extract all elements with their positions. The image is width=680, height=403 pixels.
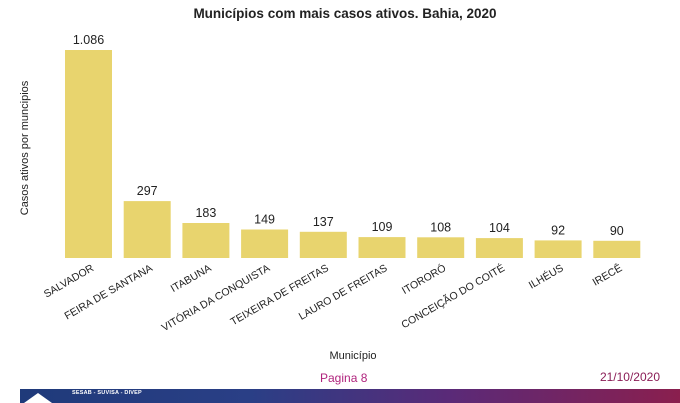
x-tick-itabuna: ITABUNA — [169, 262, 214, 295]
y-axis-label: Casos ativos por muncipios — [19, 80, 31, 215]
value-label-lauro-de-freitas: 109 — [372, 220, 393, 234]
value-label-vitoria-da-conquista: 149 — [254, 213, 275, 227]
x-axis-label: Município — [329, 350, 376, 362]
bar-salvador — [65, 50, 112, 258]
value-label-teixeira-de-freitas: 137 — [313, 215, 334, 229]
bar-conceicao-do-coite — [475, 238, 523, 258]
bar-teixeira-de-freitas — [299, 231, 347, 258]
x-tick-ilheus: ILHÉUS — [526, 261, 565, 291]
bar-ilheus — [534, 240, 582, 258]
report-date: 21/10/2020 — [599, 370, 660, 384]
bar-chart: Municípios com mais casos ativos. Bahia,… — [19, 6, 641, 362]
value-label-irece: 90 — [610, 224, 624, 238]
bar-feira-de-santana — [123, 201, 171, 258]
bar-irece — [593, 240, 641, 258]
bar-vitoria-da-conquista — [241, 229, 289, 258]
value-label-itabuna: 183 — [195, 206, 216, 220]
x-tick-conceicao-do-coite: CONCEIÇÃO DO COITÉ — [399, 261, 507, 331]
x-tick-teixeira-de-freitas: TEIXEIRA DE FREITAS — [228, 262, 330, 328]
value-label-salvador: 1.086 — [73, 33, 104, 47]
x-tick-irece: IRECÊ — [590, 261, 624, 288]
bar-lauro-de-freitas — [358, 237, 406, 258]
value-label-itororo: 108 — [430, 220, 451, 234]
chart-title: Municípios com mais casos ativos. Bahia,… — [193, 6, 496, 21]
x-tick-vitoria-da-conquista: VITÓRIA DA CONQUISTA — [159, 261, 272, 334]
value-label-feira-de-santana: 297 — [137, 184, 158, 198]
x-tick-salvador: SALVADOR — [42, 262, 97, 300]
value-label-ilheus: 92 — [551, 223, 565, 237]
footer-band-text: SESAB - SUVISA - DIVEP — [72, 390, 142, 396]
page-number: Pagina 8 — [320, 371, 368, 385]
bar-itabuna — [182, 223, 230, 258]
bar-itororo — [417, 237, 465, 258]
logo-shape — [24, 393, 52, 403]
footer-band — [20, 389, 680, 403]
x-tick-itororo: ITORORÓ — [399, 261, 448, 297]
value-label-conceicao-do-coite: 104 — [489, 221, 510, 235]
